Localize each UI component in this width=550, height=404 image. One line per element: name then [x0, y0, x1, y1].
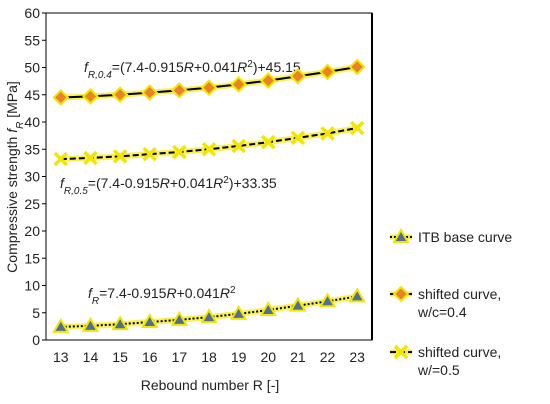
marker [349, 120, 365, 136]
marker [170, 81, 188, 99]
text-part: R [213, 175, 223, 191]
annotation: fR,0.5=(7.4-0.915R+0.041R2)+33.35 [60, 175, 277, 197]
y-tick-label: 40 [24, 114, 40, 130]
y-tick-label: 50 [24, 60, 40, 76]
x-tick-label: 19 [231, 349, 247, 365]
text-part: )+33.35 [229, 175, 277, 191]
text-part: =(7.4-0.915 [88, 175, 160, 191]
x-tick-label: 21 [290, 349, 306, 365]
marker [170, 310, 189, 326]
text-part: f [60, 175, 66, 191]
text-part: [MPa] [4, 81, 20, 121]
marker [392, 285, 410, 303]
y-tick-label: 45 [24, 87, 40, 103]
marker [230, 75, 248, 93]
text-part: R,0.4 [88, 70, 112, 81]
marker [261, 134, 276, 150]
x-tick-label: 13 [53, 349, 69, 365]
y-tick-label: 15 [24, 250, 40, 266]
y-tick-label: 30 [24, 169, 40, 185]
marker [289, 296, 307, 312]
marker [111, 315, 129, 331]
y-tick-label: 5 [32, 305, 40, 321]
line-halo [60, 125, 358, 163]
x-tick-label: 16 [142, 349, 158, 365]
y-tick-label: 20 [24, 223, 40, 239]
text-part: R [184, 59, 194, 75]
marker [142, 146, 157, 162]
legend-label: shifted curve, w/c=0.4 [418, 286, 502, 320]
text-part: f [84, 59, 90, 75]
y-tick-label: 60 [24, 5, 40, 21]
marker [319, 63, 336, 81]
text-part: =(7.4-0.915 [112, 59, 184, 75]
text-part: 2 [247, 59, 253, 70]
marker [83, 150, 98, 166]
marker [52, 89, 70, 106]
marker [141, 84, 159, 101]
x-tick-label: 15 [112, 349, 128, 365]
text-part: )+45.15 [253, 59, 301, 75]
text-part: R [220, 285, 230, 301]
marker [200, 308, 218, 324]
y-tick-label: 35 [24, 141, 40, 157]
y-tick-label: 0 [32, 332, 40, 348]
text-part: f [4, 127, 20, 133]
marker [81, 316, 100, 332]
marker [348, 58, 366, 76]
legend-label: ITB base curve [418, 229, 513, 245]
marker [289, 67, 307, 85]
x-tick-label: 20 [260, 349, 276, 365]
text-part: R [160, 175, 170, 191]
marker [201, 142, 217, 157]
text-part: 2 [230, 285, 236, 296]
marker [229, 304, 248, 320]
marker [200, 79, 218, 97]
x-tick-label: 17 [172, 349, 188, 365]
text-part: R,0.5 [64, 186, 88, 197]
marker [392, 228, 410, 243]
x-axis-title: Rebound number R [-] [141, 377, 280, 393]
y-tick-label: 55 [24, 32, 40, 48]
marker [290, 130, 306, 146]
text-part: R [92, 296, 99, 307]
text-part: +0.041 [194, 59, 237, 75]
marker [172, 144, 187, 160]
annotation: fR=7.4-0.915R+0.041R2 [88, 285, 236, 307]
marker [348, 287, 366, 303]
marker [259, 72, 277, 89]
marker [53, 151, 69, 167]
marker [393, 344, 409, 360]
text-part: R [15, 122, 26, 129]
y-tick-label: 10 [24, 278, 40, 294]
marker [320, 126, 335, 141]
x-tick-label: 18 [201, 349, 217, 365]
x-tick-label: 22 [320, 349, 336, 365]
marker [259, 301, 278, 317]
text-part: f [88, 285, 94, 301]
legend-label: shifted curve, w/=0.5 [418, 344, 502, 378]
text-part: 2 [223, 175, 229, 186]
marker [140, 313, 159, 329]
text-part: Compressive strength [4, 133, 20, 273]
text-part: R [166, 285, 176, 301]
marker [52, 317, 70, 333]
annotation: fR,0.4=(7.4-0.915R+0.041R2)+45.15 [84, 59, 301, 81]
x-tick-label: 23 [349, 349, 365, 365]
marker [111, 86, 129, 104]
marker [82, 87, 99, 105]
marker [112, 149, 128, 164]
text-part: =7.4-0.915 [99, 285, 167, 301]
text-part: +0.041 [170, 175, 213, 191]
x-tick-label: 14 [83, 349, 99, 365]
y-axis-title: Compressive strength fR [MPa] [4, 81, 26, 273]
marker [318, 292, 337, 308]
text-part: R [237, 59, 247, 75]
marker [231, 138, 246, 154]
y-tick-label: 25 [24, 196, 40, 212]
text-part: +0.041 [177, 285, 220, 301]
